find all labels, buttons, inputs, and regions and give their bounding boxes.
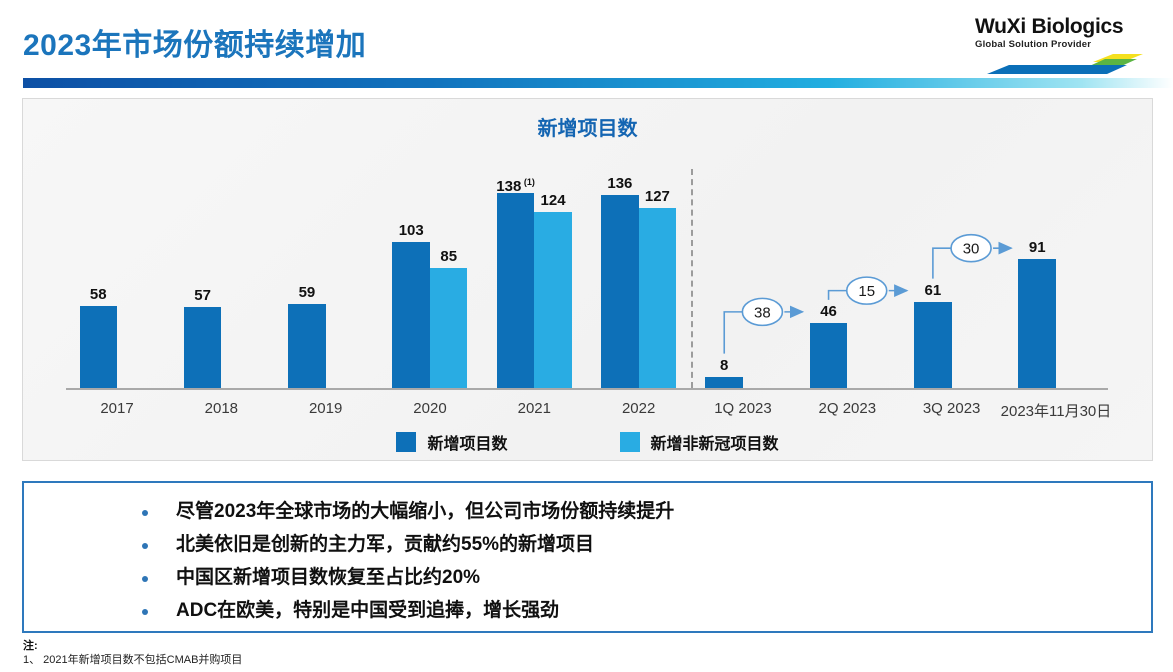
- legend-swatch-dark-blue: [396, 432, 417, 452]
- bullet-dot-icon: [142, 575, 148, 582]
- chart-title: 新增项目数: [537, 118, 638, 140]
- x-axis-category-label: 2022: [621, 400, 656, 417]
- logo-tagline: Global Solution Provider: [975, 39, 1092, 50]
- bar-dark: [288, 304, 326, 388]
- bar-dark: [79, 305, 117, 388]
- legend-item-new-projects: 新增项目数: [396, 430, 508, 454]
- bar-value-label: 85: [440, 247, 458, 265]
- bullet-dot-icon: [142, 608, 148, 615]
- bullet-item: ADC在欧美，特别是中国受到追捧，增长强劲: [142, 595, 1121, 628]
- x-axis-category-label: 2018: [204, 400, 239, 417]
- bar-value-label: 127: [644, 188, 670, 206]
- bar-value-label: 138 (1): [496, 176, 535, 195]
- bar-dark: [809, 322, 848, 388]
- x-axis-category-label: 2021: [517, 400, 551, 417]
- x-axis-category-label: 3Q 2023: [922, 400, 981, 417]
- legend-label: 新增非新冠项目数: [650, 436, 779, 453]
- annotation-value: 30: [963, 241, 980, 258]
- bar-dark: [914, 301, 952, 388]
- x-axis-category-label: 2Q 2023: [818, 400, 877, 417]
- title-divider-bar: [23, 78, 1173, 88]
- bar-light: [534, 212, 572, 388]
- footnote-text: 1、 2021年新增项目数不包括CMAB并购项目: [23, 654, 243, 666]
- year-quarter-separator: [691, 169, 693, 388]
- bullet-text: 尽管2023年全球市场的大幅缩小，但公司市场份额持续提升: [176, 501, 675, 522]
- bar-value-label: 59: [298, 284, 316, 302]
- bar-dark: [183, 307, 222, 388]
- bar-value-label: 46: [820, 302, 837, 320]
- annotation-value: 38: [754, 304, 771, 321]
- bar-value-label: 91: [1028, 239, 1046, 257]
- x-axis-category-label: 2020: [413, 400, 447, 417]
- bar-dark: [1018, 259, 1056, 388]
- bullet-dot-icon: [142, 509, 148, 516]
- bullet-item: 中国区新增项目数恢复至占比约20%: [142, 562, 1121, 595]
- bullet-item: 北美依旧是创新的主力军，贡献约55%的新增项目: [142, 529, 1121, 562]
- legend-label: 新增项目数: [427, 436, 508, 453]
- legend-swatch-light-blue: [619, 432, 640, 452]
- company-logo: WuXi Biologics Global Solution Provider: [975, 16, 1153, 76]
- annotation-ellipse: [741, 297, 784, 327]
- bullet-text: 中国区新增项目数恢复至占比约20%: [176, 567, 481, 588]
- bar-value-label: 124: [540, 192, 566, 210]
- x-axis-line: [66, 388, 1108, 390]
- footnote-label: 注:: [23, 640, 38, 652]
- bar-light: [429, 267, 468, 388]
- bar-value-label: 57: [194, 287, 211, 305]
- page-title: 2023年市场份额持续增加: [23, 29, 367, 62]
- bar-value-label: 58: [89, 285, 107, 303]
- bullet-text: 北美依旧是创新的主力军，贡献约55%的新增项目: [176, 534, 595, 555]
- chart-legend: 新增项目数 新增非新冠项目数: [23, 430, 1152, 454]
- annotation-value: 15: [858, 283, 875, 300]
- legend-item-non-covid-projects: 新增非新冠项目数: [619, 430, 779, 454]
- bullet-item: 尽管2023年全球市场的大幅缩小，但公司市场份额持续提升: [142, 496, 1121, 529]
- bullet-dot-icon: [142, 542, 148, 549]
- logo-swoosh-icon: [987, 54, 1143, 74]
- x-axis-category-label: 2019: [308, 400, 343, 417]
- bar-value-label: 136: [607, 175, 633, 193]
- bar-light: [638, 208, 677, 388]
- bar-value-label: 61: [924, 281, 942, 299]
- bar-dark: [392, 242, 430, 388]
- x-axis-category-label: 1Q 2023: [714, 400, 772, 417]
- bar-dark: [705, 376, 743, 388]
- bar-dark: [601, 195, 639, 388]
- bullet-text: ADC在欧美，特别是中国受到追捧，增长强劲: [176, 600, 560, 621]
- x-axis-category-label: 2017: [100, 400, 134, 417]
- annotation-ellipse: [950, 233, 992, 263]
- chart-panel: 新增项目数 58 2017 57 2018 59 2019 103 85 2020 138 (1)…: [22, 98, 1153, 461]
- bar-chart-plot: 58 2017 57 2018 59 2019 103 85 2020 138 (1) 124 202…: [23, 99, 1152, 460]
- annotation-ellipse: [845, 276, 888, 305]
- summary-bullet-box: 尽管2023年全球市场的大幅缩小，但公司市场份额持续提升 北美依旧是创新的主力军…: [22, 481, 1153, 633]
- bar-value-label: 103: [398, 222, 424, 240]
- x-axis-category-label: 2023年11月30日: [1000, 403, 1112, 420]
- bar-value-label: 8: [720, 356, 729, 374]
- logo-name: WuXi Biologics: [975, 15, 1124, 38]
- bar-dark: [496, 192, 535, 388]
